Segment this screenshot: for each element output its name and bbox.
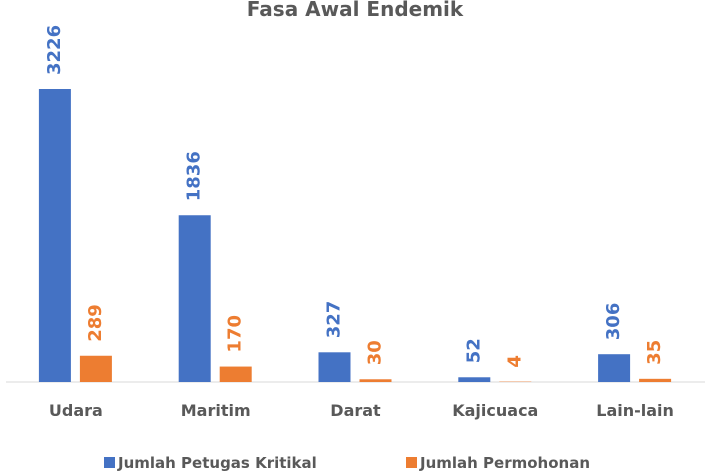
data-label: 4 <box>504 355 525 368</box>
data-label: 327 <box>324 301 345 339</box>
bar <box>458 377 491 382</box>
bar <box>79 355 112 382</box>
x-tick-label: Maritim <box>181 401 251 420</box>
x-tick-label: Kajicuaca <box>452 401 538 420</box>
legend-swatch <box>406 457 417 468</box>
bar <box>38 89 71 382</box>
data-label: 306 <box>603 303 624 341</box>
data-label: 35 <box>644 340 665 365</box>
bar <box>219 366 252 382</box>
bar <box>359 379 392 382</box>
data-label: 52 <box>463 338 484 363</box>
bar <box>318 352 351 382</box>
legend-label: Jumlah Petugas Kritikal <box>117 454 317 472</box>
x-tick-label: Lain-lain <box>596 401 674 420</box>
x-tick-label: Udara <box>49 401 103 420</box>
legend-label: Jumlah Permohonan <box>419 454 590 472</box>
data-label: 1836 <box>184 151 205 201</box>
data-label: 170 <box>225 315 246 353</box>
bar <box>178 215 211 382</box>
data-label: 30 <box>365 340 386 365</box>
chart-title: Fasa Awal Endemik <box>247 0 464 21</box>
data-label: 3226 <box>44 25 65 75</box>
data-label: 289 <box>85 304 106 342</box>
bar <box>598 354 631 382</box>
legend-swatch <box>104 457 115 468</box>
bar <box>639 378 672 382</box>
x-tick-label: Darat <box>330 401 381 420</box>
